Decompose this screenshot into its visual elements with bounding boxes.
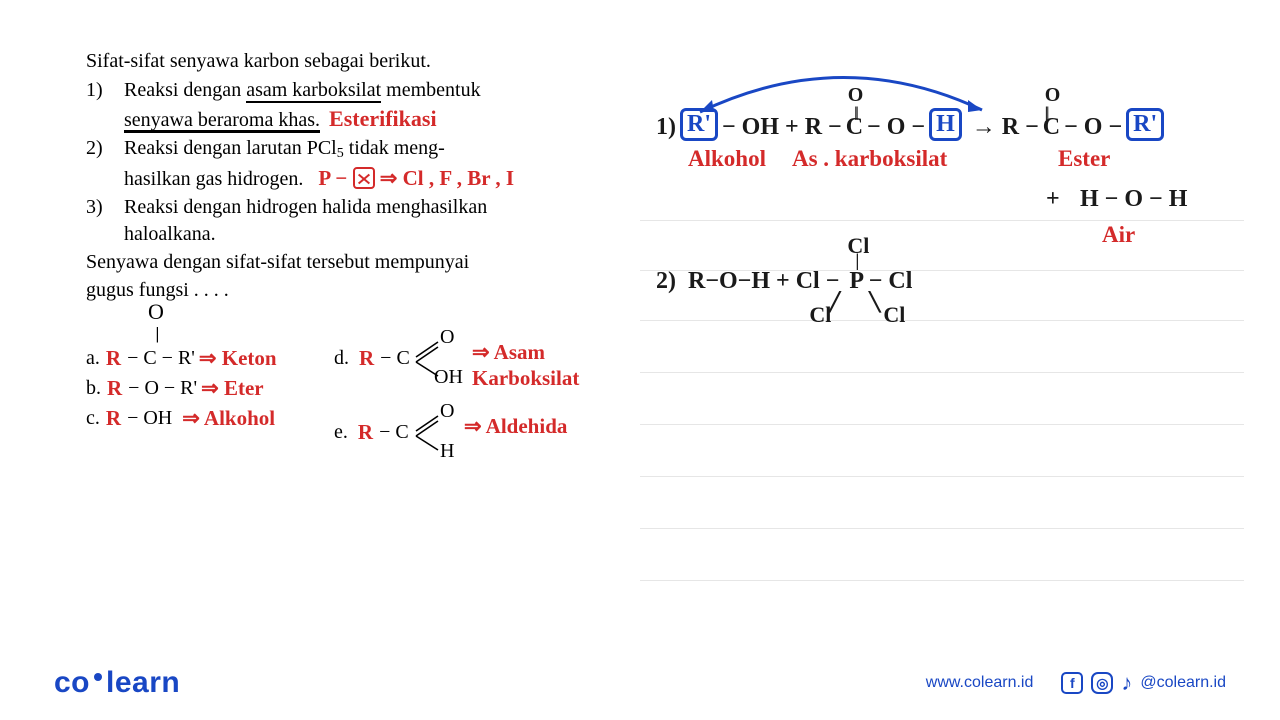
- footer-right: www.colearn.id f ◎ ♪ @colearn.id: [926, 670, 1226, 696]
- lbl-air: Air: [1102, 222, 1135, 248]
- prompt-line1: Senyawa dengan sifat-sifat tersebut memp…: [86, 249, 626, 276]
- underline-asam: asam karboksilat: [246, 79, 381, 103]
- option-d-oh: OH: [434, 366, 463, 389]
- facebook-icon: f: [1061, 672, 1083, 694]
- option-b: b. R − O − R' ⇒ Eter: [86, 376, 264, 401]
- eq1: 1) R' − OH + R − O|| C − O − H → R − O||…: [656, 108, 1164, 141]
- option-c: c. R − OH ⇒ Alkohol: [86, 406, 275, 431]
- option-e-ann: ⇒ Aldehida: [464, 414, 567, 439]
- eq2: 2) R−O−H + Cl − Cl | P − Cl ╱ ╲ Cl Cl: [656, 268, 912, 295]
- prompt-line2: gugus fungsi . . . .: [86, 277, 626, 304]
- footer-url: www.colearn.id: [926, 674, 1034, 692]
- option-e-o: O: [440, 400, 454, 423]
- problem-list: 1) Reaksi dengan asam karboksilat memben…: [86, 77, 626, 248]
- list-item-3: 3) Reaksi dengan hidrogen halida menghas…: [86, 194, 626, 248]
- tiktok-icon: ♪: [1121, 670, 1132, 696]
- lbl-ester: Ester: [1058, 146, 1110, 172]
- r-prime-box-2: R': [1126, 108, 1164, 141]
- underline-aroma: senyawa beraroma khas.: [124, 111, 320, 133]
- annot-px: P − ⇒ Cl , F , Br , I: [318, 166, 514, 190]
- logo: colearn: [54, 666, 180, 700]
- footer-handle: @colearn.id: [1140, 674, 1226, 692]
- problem-left-column: Sifat-sifat senyawa karbon sebagai berik…: [86, 48, 626, 530]
- work-right-column: 1) R' − OH + R − O|| C − O − H → R − O||…: [656, 48, 1216, 530]
- list-item-2: 2) Reaksi dengan larutan PCl5 tidak meng…: [86, 135, 626, 193]
- option-d-ann1: ⇒ Asam: [472, 340, 545, 365]
- option-d-ann2: Karboksilat: [472, 366, 579, 391]
- option-d-o: O: [440, 326, 454, 349]
- h-box: H: [929, 108, 962, 141]
- option-e: e. R − C: [334, 420, 409, 445]
- social-icons: f ◎ ♪ @colearn.id: [1061, 670, 1226, 696]
- keton-o: O||: [148, 302, 164, 342]
- option-d: d. R − C: [334, 346, 410, 371]
- intro-text: Sifat-sifat senyawa karbon sebagai berik…: [86, 48, 626, 75]
- list-item-1: 1) Reaksi dengan asam karboksilat memben…: [86, 77, 626, 134]
- option-e-h: H: [440, 440, 454, 463]
- x-box-icon: [353, 167, 375, 189]
- water-formula: H − O − H: [1080, 186, 1187, 213]
- option-a: a. R − C − R' ⇒ Keton: [86, 346, 277, 371]
- instagram-icon: ◎: [1091, 672, 1113, 694]
- footer: colearn www.colearn.id f ◎ ♪ @colearn.id: [0, 656, 1280, 720]
- plus-sign: +: [1046, 186, 1060, 213]
- options-block: O|| a. R − C − R' ⇒ Keton b. R − O − R' …: [86, 310, 626, 530]
- lbl-ask: As . karboksilat: [792, 146, 947, 172]
- lbl-alkohol: Alkohol: [688, 146, 766, 172]
- annot-esterifikasi: Esterifikasi: [329, 106, 437, 131]
- r-prime-box: R': [680, 108, 718, 141]
